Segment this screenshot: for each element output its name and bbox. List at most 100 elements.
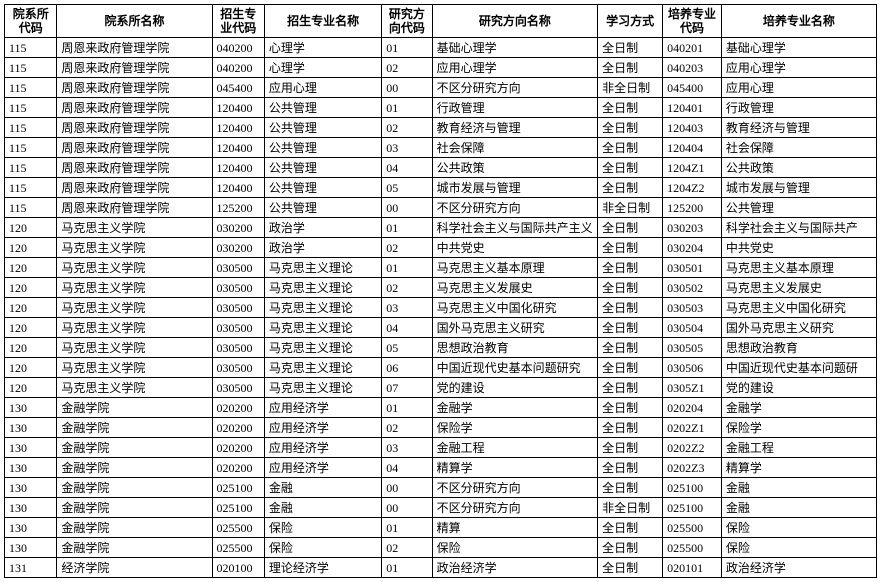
cell-study_mode: 全日制 bbox=[598, 538, 663, 558]
cell-dir_name: 基础心理学 bbox=[432, 38, 598, 58]
cell-train_name: 公共管理 bbox=[721, 198, 876, 218]
cell-dept_code: 115 bbox=[5, 98, 57, 118]
cell-dir_code: 01 bbox=[382, 398, 432, 418]
cell-dept_name: 金融学院 bbox=[57, 478, 212, 498]
cell-major_name: 应用心理 bbox=[264, 78, 381, 98]
cell-dept_code: 120 bbox=[5, 238, 57, 258]
cell-dept_name: 马克思主义学院 bbox=[57, 238, 212, 258]
cell-major_code: 025500 bbox=[212, 518, 264, 538]
cell-train_code: 040201 bbox=[663, 38, 722, 58]
cell-study_mode: 全日制 bbox=[598, 338, 663, 358]
header-train_name: 培养专业名称 bbox=[721, 5, 876, 38]
cell-dir_code: 06 bbox=[382, 358, 432, 378]
cell-dir_name: 金融学 bbox=[432, 398, 598, 418]
cell-dept_name: 马克思主义学院 bbox=[57, 378, 212, 398]
cell-train_name: 马克思主义发展史 bbox=[721, 278, 876, 298]
cell-dept_code: 130 bbox=[5, 538, 57, 558]
cell-dept_code: 120 bbox=[5, 318, 57, 338]
cell-major_name: 理论经济学 bbox=[264, 558, 381, 578]
cell-major_code: 030500 bbox=[212, 258, 264, 278]
cell-dept_name: 周恩来政府管理学院 bbox=[57, 198, 212, 218]
cell-major_name: 保险 bbox=[264, 518, 381, 538]
table-row: 120马克思主义学院030200政治学01科学社会主义与国际共产主义全日制030… bbox=[5, 218, 877, 238]
table-row: 130金融学院020200应用经济学04精算学全日制0202Z3精算学 bbox=[5, 458, 877, 478]
cell-study_mode: 全日制 bbox=[598, 238, 663, 258]
cell-dept_name: 金融学院 bbox=[57, 538, 212, 558]
cell-dir_name: 科学社会主义与国际共产主义 bbox=[432, 218, 598, 238]
cell-dir_code: 01 bbox=[382, 98, 432, 118]
cell-dept_name: 金融学院 bbox=[57, 458, 212, 478]
cell-dir_name: 中国近现代史基本问题研究 bbox=[432, 358, 598, 378]
cell-train_code: 1204Z2 bbox=[663, 178, 722, 198]
cell-major_code: 030500 bbox=[212, 378, 264, 398]
cell-major_name: 应用经济学 bbox=[264, 458, 381, 478]
cell-dept_name: 周恩来政府管理学院 bbox=[57, 138, 212, 158]
table-row: 120马克思主义学院030500马克思主义理论02马克思主义发展史全日制0305… bbox=[5, 278, 877, 298]
cell-train_name: 基础心理学 bbox=[721, 38, 876, 58]
cell-study_mode: 全日制 bbox=[598, 558, 663, 578]
cell-dir_code: 01 bbox=[382, 518, 432, 538]
cell-train_code: 030504 bbox=[663, 318, 722, 338]
cell-study_mode: 全日制 bbox=[598, 298, 663, 318]
cell-major_name: 政治学 bbox=[264, 238, 381, 258]
cell-study_mode: 全日制 bbox=[598, 258, 663, 278]
cell-train_name: 金融 bbox=[721, 498, 876, 518]
table-row: 130金融学院020200应用经济学03金融工程全日制0202Z2金融工程 bbox=[5, 438, 877, 458]
cell-major_code: 120400 bbox=[212, 98, 264, 118]
cell-dept_code: 130 bbox=[5, 458, 57, 478]
cell-major_name: 应用经济学 bbox=[264, 438, 381, 458]
cell-study_mode: 全日制 bbox=[598, 438, 663, 458]
cell-major_code: 030500 bbox=[212, 358, 264, 378]
cell-dept_name: 金融学院 bbox=[57, 418, 212, 438]
cell-dept_name: 周恩来政府管理学院 bbox=[57, 78, 212, 98]
cell-dir_code: 02 bbox=[382, 538, 432, 558]
cell-major_name: 马克思主义理论 bbox=[264, 338, 381, 358]
cell-dept_code: 120 bbox=[5, 218, 57, 238]
table-row: 131经济学院020100理论经济学01政治经济学全日制020101政治经济学 bbox=[5, 558, 877, 578]
cell-train_name: 教育经济与管理 bbox=[721, 118, 876, 138]
cell-train_code: 030203 bbox=[663, 218, 722, 238]
cell-dept_name: 周恩来政府管理学院 bbox=[57, 98, 212, 118]
cell-train_name: 应用心理学 bbox=[721, 58, 876, 78]
cell-major_code: 020200 bbox=[212, 418, 264, 438]
cell-dept_code: 130 bbox=[5, 398, 57, 418]
table-row: 130金融学院025500保险01精算全日制025500保险 bbox=[5, 518, 877, 538]
cell-train_code: 0202Z3 bbox=[663, 458, 722, 478]
header-major_code: 招生专业代码 bbox=[212, 5, 264, 38]
header-study_mode: 学习方式 bbox=[598, 5, 663, 38]
cell-major_code: 030200 bbox=[212, 218, 264, 238]
cell-dept_code: 120 bbox=[5, 358, 57, 378]
header-dept_code: 院系所代码 bbox=[5, 5, 57, 38]
cell-major_code: 040200 bbox=[212, 58, 264, 78]
cell-major_name: 保险 bbox=[264, 538, 381, 558]
cell-train_name: 保险 bbox=[721, 538, 876, 558]
cell-dept_code: 115 bbox=[5, 78, 57, 98]
cell-dir_name: 保险学 bbox=[432, 418, 598, 438]
cell-dir_code: 01 bbox=[382, 558, 432, 578]
cell-dir_name: 思想政治教育 bbox=[432, 338, 598, 358]
table-row: 120马克思主义学院030500马克思主义理论03马克思主义中国化研究全日制03… bbox=[5, 298, 877, 318]
cell-dir_code: 01 bbox=[382, 218, 432, 238]
cell-dir_name: 政治经济学 bbox=[432, 558, 598, 578]
cell-dir_name: 党的建设 bbox=[432, 378, 598, 398]
cell-major_name: 公共管理 bbox=[264, 118, 381, 138]
cell-dir_code: 03 bbox=[382, 438, 432, 458]
cell-dir_name: 应用心理学 bbox=[432, 58, 598, 78]
cell-major_code: 030500 bbox=[212, 298, 264, 318]
cell-dir_name: 不区分研究方向 bbox=[432, 78, 598, 98]
cell-dir_name: 保险 bbox=[432, 538, 598, 558]
cell-train_name: 金融 bbox=[721, 478, 876, 498]
table-row: 130金融学院020200应用经济学02保险学全日制0202Z1保险学 bbox=[5, 418, 877, 438]
cell-train_name: 保险学 bbox=[721, 418, 876, 438]
cell-train_code: 030503 bbox=[663, 298, 722, 318]
cell-major_code: 020200 bbox=[212, 398, 264, 418]
cell-train_code: 125200 bbox=[663, 198, 722, 218]
cell-dept_name: 马克思主义学院 bbox=[57, 278, 212, 298]
cell-major_name: 应用经济学 bbox=[264, 418, 381, 438]
cell-major_name: 公共管理 bbox=[264, 98, 381, 118]
cell-study_mode: 全日制 bbox=[598, 218, 663, 238]
cell-dir_name: 不区分研究方向 bbox=[432, 498, 598, 518]
cell-dept_name: 周恩来政府管理学院 bbox=[57, 178, 212, 198]
cell-train_name: 中共党史 bbox=[721, 238, 876, 258]
table-row: 130金融学院020200应用经济学01金融学全日制020204金融学 bbox=[5, 398, 877, 418]
